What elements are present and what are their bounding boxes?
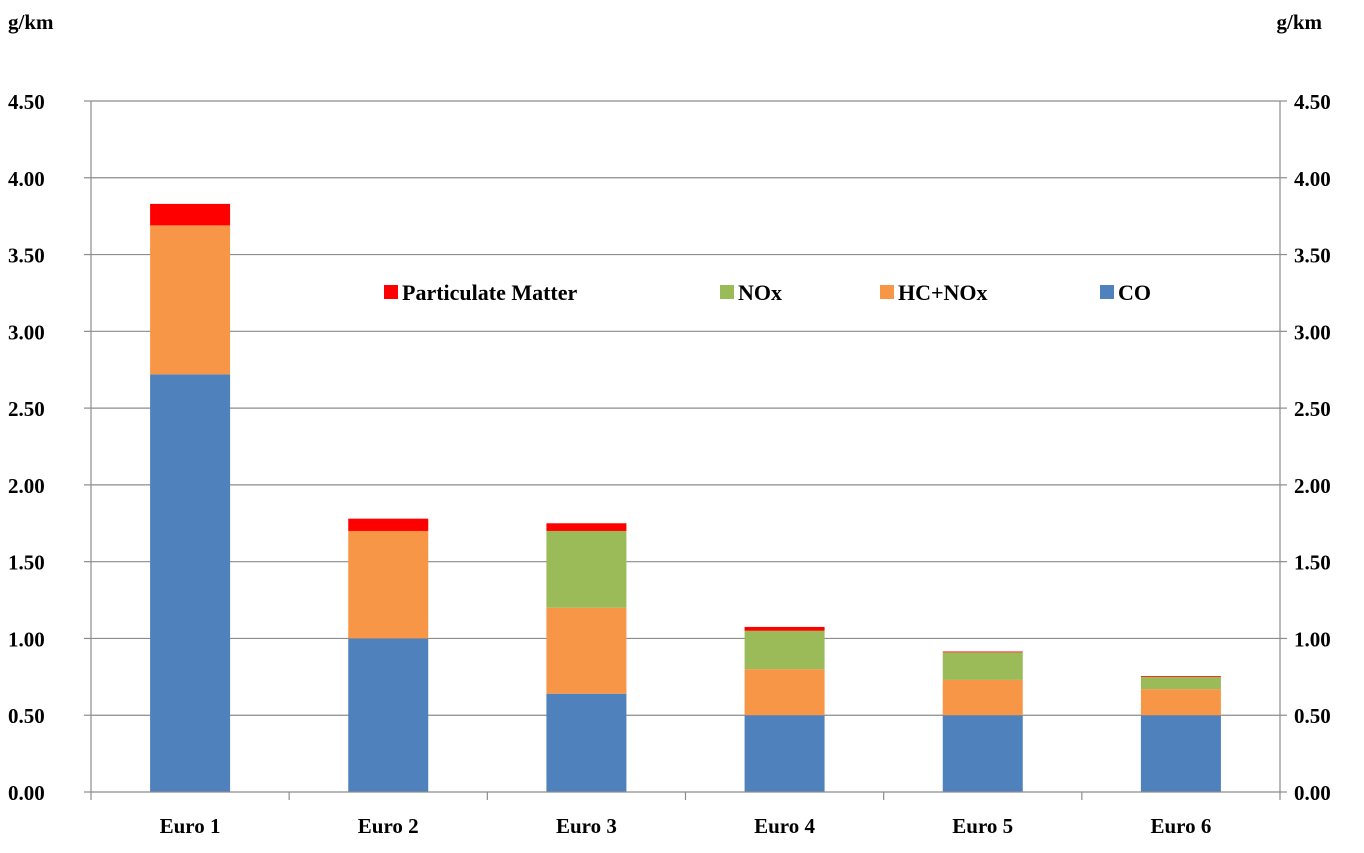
right-y-tick-label: 3.50 bbox=[1294, 244, 1331, 268]
right-y-tick-label: 1.00 bbox=[1294, 627, 1331, 651]
right-y-tick-label: 3.00 bbox=[1294, 320, 1331, 344]
bar-segment-co-euro-6 bbox=[1140, 715, 1221, 792]
right-y-tick-label: 2.50 bbox=[1294, 397, 1331, 421]
bar-segment-co-euro-4 bbox=[744, 715, 825, 792]
left-y-tick-label: 4.00 bbox=[8, 167, 45, 191]
legend-label-nox: NOx bbox=[738, 280, 782, 305]
bar-segment-particulate-matter-euro-2 bbox=[348, 518, 429, 531]
bar-segment-nox-euro-6 bbox=[1140, 676, 1221, 690]
legend: Particulate Matter NOx HC+NOx CO bbox=[384, 280, 1151, 305]
bar-segment-nox-euro-5 bbox=[942, 652, 1023, 680]
bar-segment-nox-euro-3 bbox=[546, 530, 627, 608]
right-y-tick-label: 4.00 bbox=[1294, 167, 1331, 191]
left-y-tick-label: 1.50 bbox=[8, 551, 45, 575]
bar-segment-hc-nox-euro-6 bbox=[1140, 689, 1221, 716]
bar-segment-nox-euro-4 bbox=[744, 630, 825, 670]
axes: 0.00 0.00 0.50 0.50 1.00 1.00 1.50 1.50 2.00 2.00… bbox=[8, 90, 1331, 838]
bar-segment-particulate-matter-euro-1 bbox=[150, 203, 231, 226]
bar-segment-co-euro-5 bbox=[942, 715, 1023, 792]
x-category-label: Euro 4 bbox=[754, 814, 815, 838]
x-category-label: Euro 5 bbox=[952, 814, 1013, 838]
right-y-tick-label: 1.50 bbox=[1294, 551, 1331, 575]
bar-segment-co-euro-3 bbox=[546, 693, 627, 792]
bar-segment-hc-nox-euro-2 bbox=[348, 530, 429, 639]
bar-segment-co-euro-2 bbox=[348, 638, 429, 792]
left-y-tick-label: 0.50 bbox=[8, 704, 45, 728]
legend-swatch-particulate-matter bbox=[384, 285, 398, 299]
x-category-label: Euro 2 bbox=[358, 814, 419, 838]
left-y-tick-label: 3.50 bbox=[8, 244, 45, 268]
right-y-tick-label: 0.00 bbox=[1294, 781, 1331, 805]
right-y-tick-label: 4.50 bbox=[1294, 90, 1331, 114]
bar-segment-co-euro-1 bbox=[150, 374, 231, 792]
legend-label-particulate-matter: Particulate Matter bbox=[402, 280, 578, 305]
right-axis-unit-label: g/km bbox=[1276, 10, 1322, 34]
left-y-tick-label: 2.50 bbox=[8, 397, 45, 421]
bar-segment-hc-nox-euro-3 bbox=[546, 607, 627, 694]
gridlines bbox=[91, 100, 1280, 716]
left-y-tick-label: 1.00 bbox=[8, 627, 45, 651]
x-category-label: Euro 3 bbox=[556, 814, 617, 838]
left-axis-unit-label: g/km bbox=[8, 10, 54, 34]
bar-segment-hc-nox-euro-5 bbox=[942, 679, 1023, 716]
x-category-label: Euro 6 bbox=[1150, 814, 1211, 838]
x-category-label: Euro 1 bbox=[160, 814, 221, 838]
legend-swatch-nox bbox=[720, 285, 734, 299]
legend-swatch-co bbox=[1100, 285, 1114, 299]
bar-segment-particulate-matter-euro-3 bbox=[546, 523, 627, 531]
left-y-tick-label: 2.00 bbox=[8, 474, 45, 498]
legend-swatch-hc-nox bbox=[880, 285, 894, 299]
bar-segment-hc-nox-euro-1 bbox=[150, 225, 231, 375]
left-y-tick-label: 0.00 bbox=[8, 781, 45, 805]
bar-segment-particulate-matter-euro-6 bbox=[1140, 676, 1221, 677]
right-y-tick-label: 0.50 bbox=[1294, 704, 1331, 728]
legend-label-co: CO bbox=[1118, 280, 1151, 305]
bar-segment-hc-nox-euro-4 bbox=[744, 669, 825, 716]
left-y-tick-label: 3.00 bbox=[8, 320, 45, 344]
left-y-tick-label: 4.50 bbox=[8, 90, 45, 114]
bar-segment-particulate-matter-euro-5 bbox=[942, 651, 1023, 653]
legend-label-hc-nox: HC+NOx bbox=[898, 280, 988, 305]
right-y-tick-label: 2.00 bbox=[1294, 474, 1331, 498]
bar-segment-particulate-matter-euro-4 bbox=[744, 626, 825, 631]
bars bbox=[150, 203, 1221, 792]
